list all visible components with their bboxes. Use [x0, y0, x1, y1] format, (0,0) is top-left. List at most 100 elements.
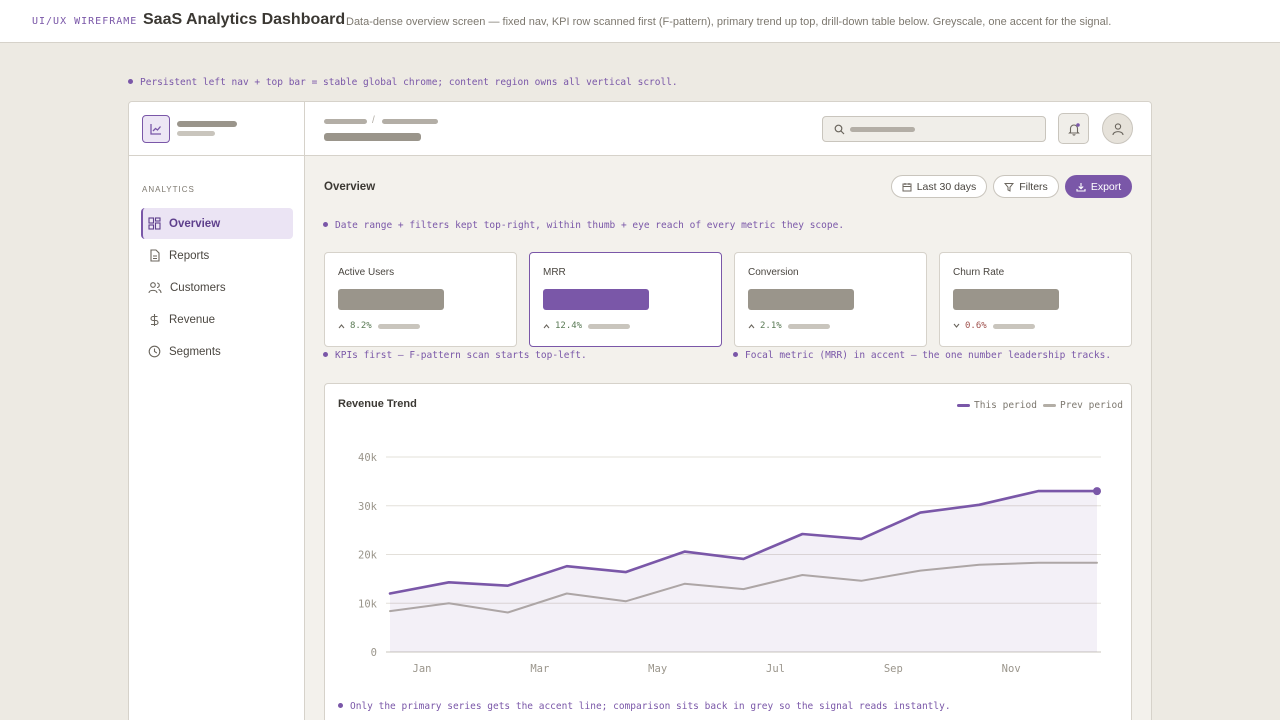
breadcrumb-current-placeholder: [382, 119, 438, 124]
kpi-sparkline-placeholder: [787, 323, 830, 329]
x-tick-label: Jan: [413, 663, 432, 675]
y-tick-label: 0: [371, 647, 377, 659]
sidebar-item-reports[interactable]: Reports: [141, 240, 293, 271]
legend-swatch: [1043, 404, 1056, 407]
sidebar: ANALYTICS Overview Reports Customers Rev…: [129, 102, 305, 720]
kpi-value-placeholder: [338, 289, 444, 310]
grid-icon: [148, 217, 161, 230]
notifications-button[interactable]: [1058, 113, 1089, 144]
kpi-delta: 8.2%: [338, 321, 420, 331]
sidebar-item-overview[interactable]: Overview: [141, 208, 293, 239]
legend-label: This period: [974, 400, 1037, 411]
legend-item-prev-period: Prev period: [1043, 400, 1123, 411]
kpi-sparkline-placeholder: [588, 323, 631, 329]
chart-title: Revenue Trend: [338, 398, 417, 410]
sidebar-item-revenue[interactable]: Revenue: [141, 304, 293, 335]
legend-swatch: [957, 404, 970, 407]
chevron-down-icon: [953, 323, 960, 328]
legend-item-this-period: This period: [957, 400, 1037, 411]
document-description: Data-dense overview screen — fixed nav, …: [346, 16, 1112, 28]
kpi-sparkline-placeholder: [377, 323, 420, 329]
sidebar-item-label: Revenue: [169, 313, 216, 326]
user-icon: [1111, 122, 1124, 135]
annotation-focal-text: Focal metric (MRR) in accent — the one n…: [745, 350, 1112, 361]
x-tick-label: Sep: [884, 663, 903, 675]
kpi-label: Conversion: [748, 267, 799, 278]
page-title: Overview: [324, 181, 376, 193]
kpi-delta-value: 0.6%: [965, 321, 987, 331]
wireframe-header: UI/UX WIREFRAME SaaS Analytics Dashboard…: [0, 0, 1280, 43]
nav-section-label: ANALYTICS: [142, 185, 195, 194]
series-area-this-period: [390, 491, 1097, 652]
sidebar-item-label: Reports: [169, 249, 210, 262]
kpi-delta-value: 12.4%: [555, 321, 583, 331]
y-tick-label: 30k: [358, 501, 378, 513]
kpi-card-active-users[interactable]: Active Users 8.2%: [324, 252, 517, 347]
dollar-icon: [150, 313, 159, 326]
annotation-kpi-first: KPIs first — F-pattern scan starts top-l…: [323, 350, 587, 361]
kpi-value-placeholder: [748, 289, 854, 310]
kpi-label: Active Users: [338, 267, 395, 278]
filters-button[interactable]: Filters: [993, 175, 1059, 198]
sidebar-item-segments[interactable]: Segments: [141, 336, 293, 367]
logo-chart-icon[interactable]: [142, 115, 170, 143]
x-tick-label: May: [648, 663, 667, 675]
kpi-sparkline-placeholder: [992, 323, 1035, 329]
sidebar-item-customers[interactable]: Customers: [141, 272, 293, 303]
annotation-chart-text: Only the primary series gets the accent …: [350, 701, 951, 712]
x-tick-label: Mar: [530, 663, 549, 675]
annotation-dot: [128, 79, 133, 84]
kpi-card-churn-rate[interactable]: Churn Rate 0.6%: [939, 252, 1132, 347]
kpi-card-mrr[interactable]: MRR 12.4%: [529, 252, 722, 347]
legend-label: Prev period: [1060, 400, 1123, 411]
y-tick-label: 40k: [358, 452, 378, 464]
bell-icon: [1067, 122, 1080, 136]
annotation-filters: Date range + filters kept top-right, wit…: [323, 220, 844, 231]
filter-icon: [1004, 182, 1015, 192]
sidebar-item-label: Overview: [169, 217, 221, 230]
revenue-trend-card: Revenue Trend This period Prev period 0 1…: [324, 383, 1132, 720]
breadcrumb-separator: /: [372, 115, 375, 126]
export-button[interactable]: Export: [1065, 175, 1132, 198]
date-range-label: Last 30 days: [916, 180, 977, 193]
breadcrumb-parent-placeholder[interactable]: [324, 119, 367, 124]
annotation-dot: [338, 703, 343, 708]
chevron-up-icon: [748, 324, 755, 329]
download-icon: [1076, 182, 1086, 192]
page-heading-placeholder: [324, 133, 421, 141]
series-end-marker: [1093, 487, 1101, 496]
kpi-delta-value: 2.1%: [760, 321, 782, 331]
search-input[interactable]: [822, 116, 1046, 142]
annotation-chart: Only the primary series gets the accent …: [338, 701, 951, 712]
chevron-up-icon: [543, 324, 550, 329]
app-frame: ANALYTICS Overview Reports Customers Rev…: [128, 101, 1152, 720]
annotation-dot: [323, 222, 328, 227]
annotation-chrome-text: Persistent left nav + top bar = stable g…: [140, 77, 678, 88]
filters-label: Filters: [1019, 180, 1048, 193]
y-tick-label: 20k: [358, 550, 378, 562]
users-icon: [148, 282, 162, 294]
kpi-value-placeholder: [953, 289, 1059, 310]
wireframe-tag: UI/UX WIREFRAME: [32, 16, 138, 27]
annotation-dot: [733, 352, 738, 357]
top-bar: /: [305, 102, 1151, 156]
annotation-filters-text: Date range + filters kept top-right, wit…: [335, 220, 845, 231]
y-tick-label: 10k: [358, 598, 378, 610]
search-placeholder: [850, 127, 915, 132]
kpi-card-conversion[interactable]: Conversion 2.1%: [734, 252, 927, 347]
x-tick-label: Jul: [766, 663, 785, 675]
search-icon: [834, 124, 845, 135]
kpi-label: MRR: [543, 267, 566, 278]
clock-icon: [148, 345, 161, 358]
x-tick-label: Nov: [1002, 663, 1021, 675]
avatar[interactable]: [1102, 113, 1133, 144]
date-range-button[interactable]: Last 30 days: [891, 175, 987, 198]
document-icon: [150, 249, 160, 262]
annotation-kpi-first-text: KPIs first — F-pattern scan starts top-l…: [335, 350, 587, 361]
annotation-chrome: Persistent left nav + top bar = stable g…: [128, 77, 678, 88]
kpi-delta: 0.6%: [953, 321, 1035, 331]
sidebar-item-label: Segments: [169, 345, 221, 358]
kpi-delta-value: 8.2%: [350, 321, 372, 331]
calendar-icon: [902, 182, 912, 191]
series-line-this-period: [388, 489, 1099, 595]
